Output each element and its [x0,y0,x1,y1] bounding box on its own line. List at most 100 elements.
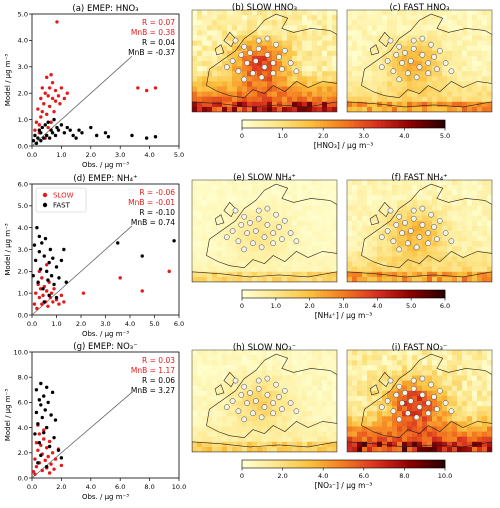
map-cell [227,205,233,211]
map-cell [237,271,243,278]
map-cell [202,421,208,427]
fast-point [37,249,42,254]
map-cell [477,215,483,222]
map-cell [397,86,403,92]
map-cell [382,261,388,267]
map-cell [192,246,198,252]
map-cell [217,276,223,282]
map-cell [292,81,298,87]
map-cell [452,236,458,242]
map-cell [192,271,198,278]
map-cell [267,10,273,16]
map-cell [332,241,337,247]
map-cell [262,271,268,278]
map-cell [267,241,273,247]
map-cell [257,390,263,397]
map-cell [317,225,323,232]
station-marker [252,398,259,404]
map-cell [257,431,263,437]
map-cell [372,101,378,108]
map-cell [237,276,243,282]
map-cell [247,15,253,21]
map-cell [222,220,228,227]
map-cell [197,40,203,46]
map-cell [397,370,403,376]
map-cell [282,271,288,278]
map-cell [207,61,213,67]
map-cell [487,436,492,443]
map-cell [317,45,323,52]
map-cell [387,55,393,62]
map-cell [407,61,413,67]
map-cell [427,426,433,432]
map-cell [202,81,208,87]
map-cell [467,355,473,361]
map-cell [272,365,278,371]
map-cell [202,215,208,222]
map-cell [432,96,438,103]
colorbar-segment [326,120,331,128]
map-cell [217,91,223,97]
map-cell [287,15,293,21]
map-cell [452,241,458,247]
map-cell [292,231,298,237]
map-cell [267,370,273,376]
map-cell [267,71,273,77]
map-cell [442,390,448,397]
map-cell [302,66,308,72]
map-cell [277,30,283,36]
map-cell [432,200,438,206]
map-cell [322,66,328,72]
map-cell [272,426,278,432]
map-cell [462,40,468,46]
map-cell [402,185,408,191]
map-cell [397,241,403,247]
map-cell [317,55,323,62]
map-cell [347,266,353,273]
map-cell [317,71,323,77]
map-cell [192,40,198,46]
map-cell [487,205,492,211]
map-cell [352,251,358,257]
map-cell [287,370,293,376]
map-cell [347,225,353,232]
map-cell [217,256,223,262]
map-cell [222,271,228,278]
map-cell [237,256,243,262]
slow-point [46,125,50,130]
map-cell [457,380,463,386]
colorbar-segment [428,290,432,298]
map-cell [247,81,253,87]
colorbar-tick-label: 5.0 [440,132,450,140]
map-cell [442,185,448,191]
map-cell [257,271,263,278]
map-cell [272,406,278,412]
map-cell [447,35,453,41]
map-cell [487,45,492,52]
colorbar-segment [319,460,324,468]
map-cell [272,195,278,201]
map-cell [352,30,358,36]
map-cell [382,50,388,57]
map-cell [277,220,283,227]
colorbar-segment [363,290,368,298]
map-cell [467,200,473,206]
map-cell [442,215,448,222]
map-cell [242,380,248,386]
map-cell [392,20,398,26]
map-cell [462,180,468,186]
map-cell [287,91,293,97]
map-cell [217,261,223,267]
map-cell [222,360,228,366]
station-marker [428,41,434,48]
station-marker [393,52,400,58]
map-cell [217,406,223,412]
map-cell [197,380,203,386]
map-cell [462,355,468,361]
map-cell [277,390,283,397]
map-cell [442,35,448,41]
map-cell [457,231,463,237]
slow-point [47,104,52,109]
map-cell [297,185,303,191]
map-cell [302,200,308,206]
